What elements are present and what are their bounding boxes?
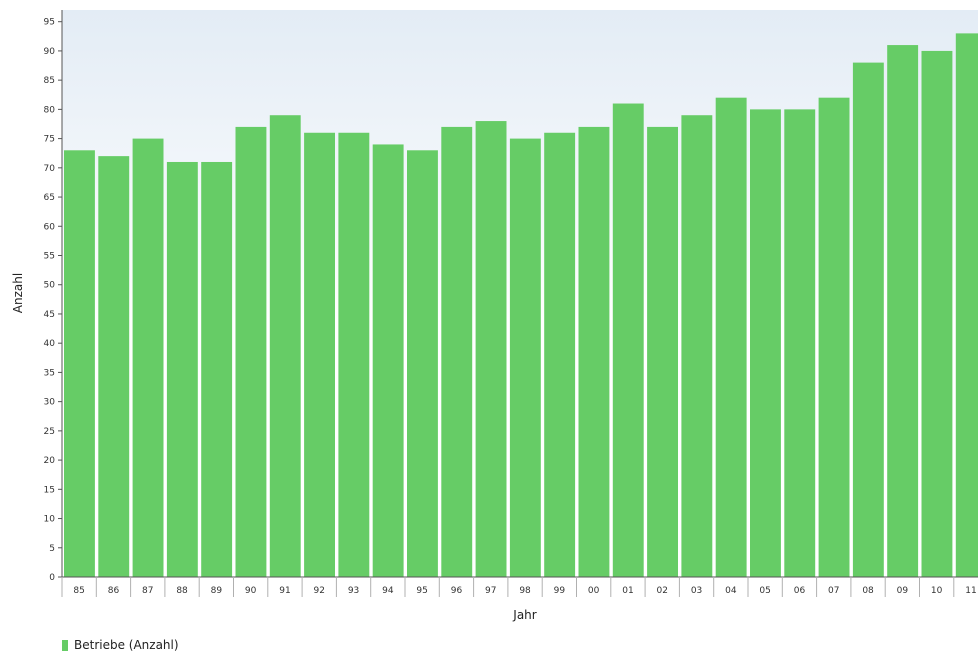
y-tick-label: 70 [44,164,56,174]
x-tick-label: 06 [794,586,806,596]
bar [98,156,130,577]
y-tick-label: 60 [44,222,56,232]
x-tick-label: 88 [176,586,188,596]
x-tick-label: 93 [348,586,359,596]
x-tick-label: 94 [382,586,394,596]
y-axis-title: Anzahl [11,273,25,313]
bar [475,121,507,577]
x-tick-label: 97 [485,586,496,596]
y-tick-label: 50 [44,281,56,291]
x-tick-label: 95 [416,586,427,596]
bar [509,138,541,577]
bar [544,132,576,578]
y-tick-label: 85 [44,76,55,86]
y-tick-label: 80 [44,105,56,115]
x-tick-label: 09 [897,586,909,596]
x-tick-label: 07 [828,586,839,596]
x-tick-label: 11 [965,586,976,596]
bar [921,50,953,577]
x-axis: 85 86 87 88 89 90 91 92 93 94 95 96 97 98 99 00 01 02 03 04… [61,576,978,597]
y-tick-label: 65 [44,193,55,203]
x-tick-label: 91 [279,586,290,596]
x-tick-label: 04 [725,586,737,596]
bar [304,132,335,578]
x-tick-label: 96 [451,586,463,596]
bar [647,126,678,577]
x-axis-title: Jahr [512,608,536,622]
y-tick-label: 5 [49,544,55,554]
x-tick-label: 90 [245,586,257,596]
y-tick-label: 45 [44,310,55,320]
bar [132,138,164,577]
y-tick-label: 95 [44,18,55,28]
y-tick-label: 25 [44,427,55,437]
x-tick-label: 86 [108,586,120,596]
bar [166,161,198,578]
bar [338,132,370,578]
x-tick-label: 85 [73,586,84,596]
x-tick-label: 89 [211,586,223,596]
bar [681,115,713,577]
x-tick-label: 01 [622,586,633,596]
y-tick-label: 15 [44,485,55,495]
x-tick-label: 08 [862,586,874,596]
y-axis: 0 5 10 15 20 25 30 35 40 45 50 55 60 65 70 75 80 85 90 95 [44,10,63,583]
bar [64,150,95,577]
bar [784,109,816,578]
x-tick-label: 87 [142,586,153,596]
y-tick-label: 55 [44,252,55,262]
y-tick-label: 90 [44,47,56,57]
bar [750,109,781,578]
x-tick-label: 00 [588,586,600,596]
bar [887,45,919,578]
y-tick-label: 0 [49,573,55,583]
legend-swatch [62,639,68,651]
bar [201,161,233,578]
y-tick-label: 75 [44,135,55,145]
bar [372,144,404,577]
y-tick-label: 30 [44,398,56,408]
bar [407,150,438,577]
bar [235,126,267,577]
bar [715,97,747,577]
x-tick-label: 02 [657,586,668,596]
y-tick-label: 20 [44,456,56,466]
legend: Betriebe (Anzahl) [62,637,179,653]
bars [64,33,978,578]
y-tick-label: 35 [44,368,55,378]
x-tick-label: 99 [554,586,566,596]
x-tick-label: 98 [519,586,531,596]
legend-label: Betriebe (Anzahl) [74,638,179,652]
bar [955,33,978,577]
bar [578,126,610,577]
y-tick-label: 10 [44,515,56,525]
x-tick-label: 92 [314,586,325,596]
x-tick-label: 05 [759,586,770,596]
bar [852,62,884,577]
bar [441,126,473,577]
x-tick-label: 10 [931,586,943,596]
bar [269,115,301,577]
y-tick-label: 40 [44,339,56,349]
x-tick-label: 03 [691,586,702,596]
bar [612,103,644,578]
bar [818,97,850,577]
